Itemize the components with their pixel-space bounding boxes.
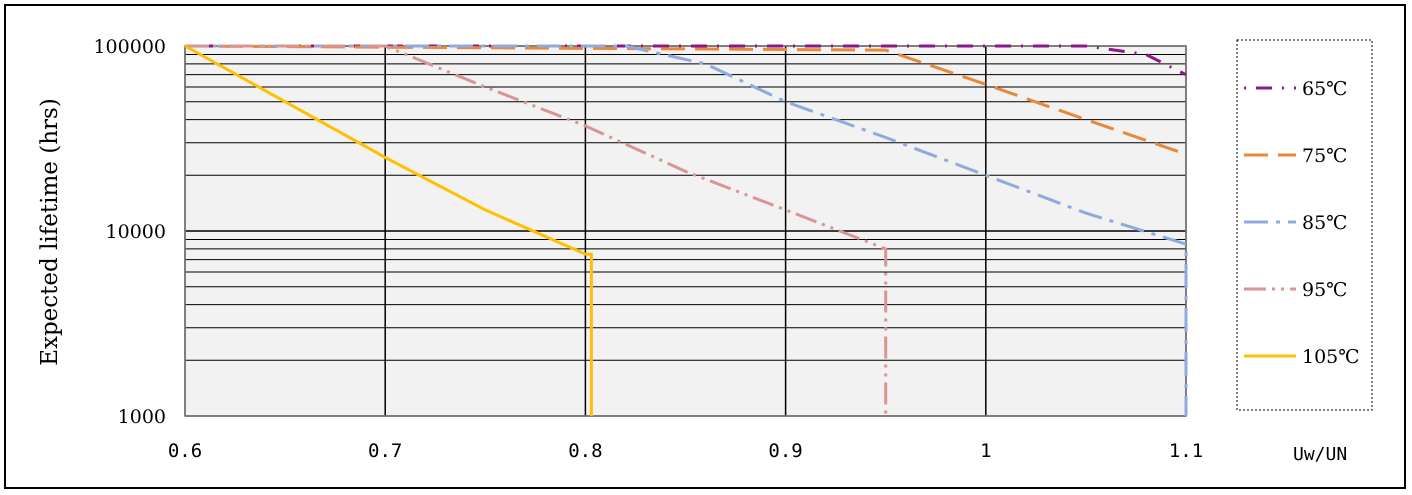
legend-label: 65℃ — [1302, 78, 1347, 100]
y-tick-label: 10000 — [106, 221, 166, 243]
figure-frame — [4, 4, 1406, 489]
legend — [1236, 39, 1373, 411]
x-tick-label: 0.7 — [368, 440, 402, 462]
plot-border — [184, 45, 1187, 417]
series-layer — [184, 44, 1188, 416]
legend-label: 95℃ — [1302, 279, 1347, 301]
x-tick-label: 0.6 — [168, 440, 202, 462]
legend-items: 65℃ 75℃ 85℃ 95℃ 105℃ — [1244, 78, 1360, 368]
x-tick-label: 1 — [980, 440, 991, 462]
legend-label: 105℃ — [1302, 346, 1360, 368]
x-tick-labels: 0.6 0.7 0.8 0.9 1 1.1 — [168, 440, 1203, 462]
y-tick-label: 1000 — [118, 406, 166, 428]
legend-label: 85℃ — [1302, 212, 1347, 234]
series-line-3 — [185, 44, 1188, 416]
y-axis-label: Expected lifetime (hrs) — [37, 98, 63, 366]
x-tick-label: 1.1 — [1169, 440, 1203, 462]
x-axis-label: Uw/UN — [1293, 444, 1347, 465]
y-tick-labels: 1000 10000 100000 — [93, 36, 166, 428]
minor-gridlines — [185, 53, 1186, 361]
legend-label: 75℃ — [1302, 145, 1347, 167]
x-tick-label: 0.9 — [768, 440, 802, 462]
y-tick-label: 100000 — [93, 36, 166, 58]
series-line-1 — [185, 44, 1187, 77]
series-line-5 — [184, 44, 593, 416]
series-line-4 — [185, 44, 888, 416]
x-tick-label: 0.8 — [568, 440, 602, 462]
